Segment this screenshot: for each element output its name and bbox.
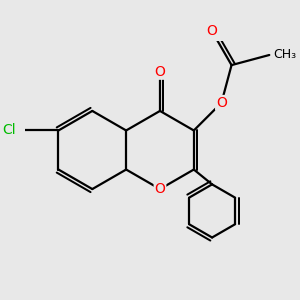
Text: CH₃: CH₃ xyxy=(273,49,296,62)
Text: O: O xyxy=(216,96,227,110)
Text: Cl: Cl xyxy=(2,124,16,137)
Text: O: O xyxy=(154,65,165,79)
Text: O: O xyxy=(154,182,165,196)
Text: O: O xyxy=(207,24,218,38)
